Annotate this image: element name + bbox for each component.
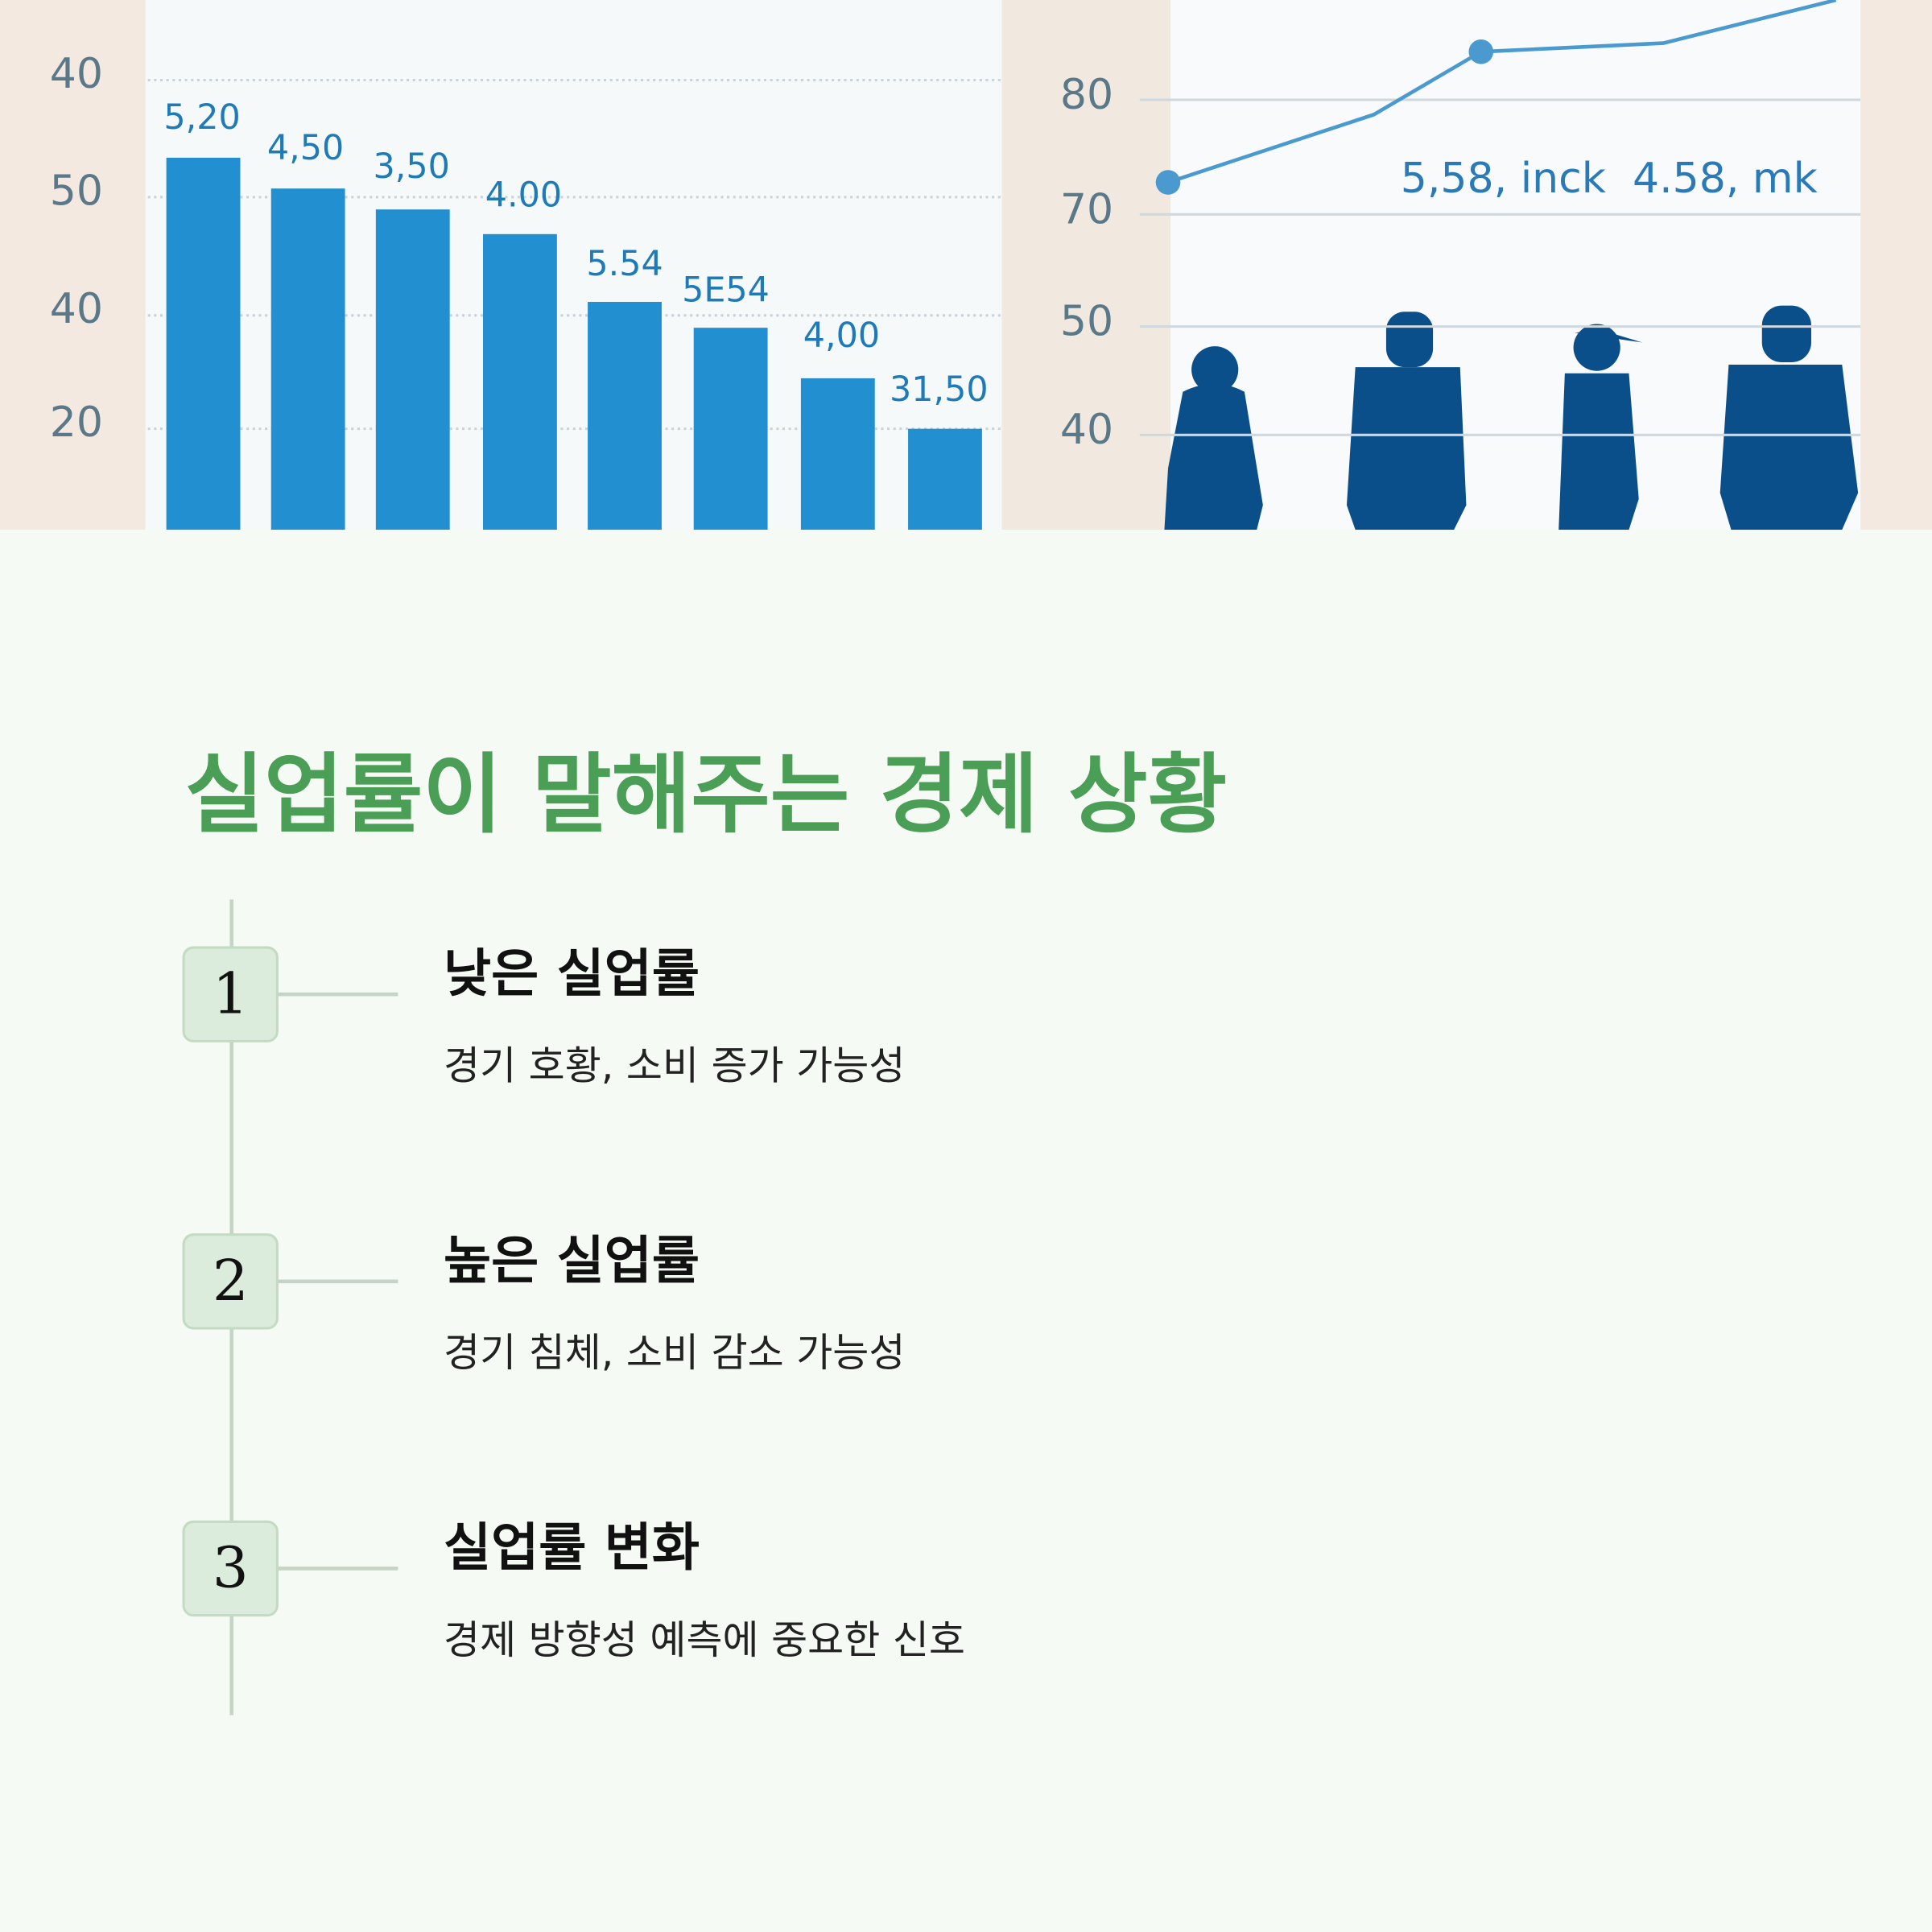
step-heading: 높은 실업률 <box>444 1231 700 1291</box>
bar <box>166 157 241 530</box>
step-number: 1 <box>213 960 249 1026</box>
bar-label: 5E54 <box>682 270 770 310</box>
bar <box>588 302 662 530</box>
step-heading: 실업률 변화 <box>444 1518 700 1579</box>
axis-label: 80 <box>1060 71 1113 119</box>
step-number: 2 <box>213 1248 249 1314</box>
axis-label: 50 <box>1060 298 1113 346</box>
bar <box>693 328 768 530</box>
silhouettes <box>1164 305 1859 530</box>
step-number: 3 <box>213 1535 249 1601</box>
bar-label: 3,50 <box>374 147 450 187</box>
step-description: 경기 침체, 소비 감소 가능성 <box>444 1330 905 1376</box>
step-heading: 낮은 실업률 <box>444 943 700 1004</box>
axis-label: 40 <box>50 285 103 333</box>
bar-label: 5,20 <box>163 97 240 138</box>
axis-label: 50 <box>50 167 103 215</box>
title: 실업률이 말해주는 경제 상황 <box>185 745 1228 845</box>
bar-label: 4.00 <box>485 175 562 215</box>
trend-point <box>1155 170 1181 195</box>
step-badge <box>182 946 279 1042</box>
bar <box>908 428 982 530</box>
step-badge <box>182 1520 279 1617</box>
step-description: 경제 방향성 예측에 중요한 신호 <box>444 1617 965 1663</box>
hero-image: 40 50 40 20 5,20 4,50 3,50 4.00 5.54 5E54 4,0031,5… <box>0 0 1932 530</box>
line-panel-margin <box>1004 0 1171 530</box>
line-label: 5,58, inck <box>1401 155 1606 203</box>
axis-label: 40 <box>1060 406 1113 454</box>
step-description: 경기 호황, 소비 증가 가능성 <box>444 1043 905 1089</box>
bar <box>270 188 345 530</box>
bar <box>800 378 875 530</box>
trend-point <box>1468 39 1494 64</box>
axis-label: 70 <box>1060 185 1113 233</box>
bar-label: 31,50 <box>890 369 989 410</box>
bar <box>483 233 557 530</box>
bar-label: 5.54 <box>586 244 663 284</box>
line-label: 4.58, mk <box>1633 155 1818 203</box>
bar <box>375 209 450 530</box>
bar-label: 4,00 <box>803 316 880 356</box>
axis-label: 40 <box>50 50 103 98</box>
axis-label: 20 <box>50 398 103 447</box>
step-badge <box>182 1233 279 1330</box>
bar-label: 4,50 <box>267 128 344 168</box>
